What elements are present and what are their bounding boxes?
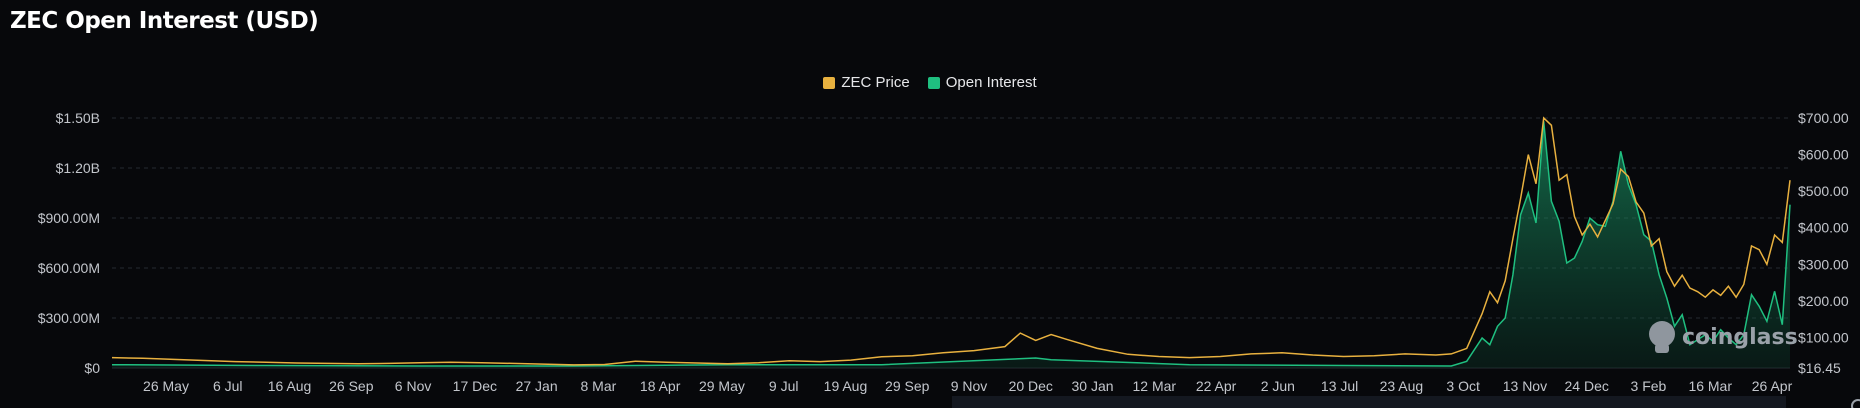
- x-tick-label: 16 Aug: [268, 378, 312, 394]
- zec-price-line: [111, 116, 1791, 366]
- left-tick-label: $900.00M: [38, 210, 100, 226]
- watermark-text: coinglass: [1682, 325, 1798, 350]
- x-axis: 26 May 6 Jul 16 Aug 26 Sep 6 Nov 17 Dec 27 Jan…: [143, 378, 1793, 394]
- x-tick-label: 16 Mar: [1688, 378, 1732, 394]
- x-tick-label: 9 Jul: [769, 378, 799, 394]
- x-tick-label: 20 Dec: [1009, 378, 1053, 394]
- x-tick-label: 22 Apr: [1196, 378, 1237, 394]
- x-tick-label: 27 Jan: [516, 378, 558, 394]
- page-title: ZEC Open Interest (USD): [10, 8, 319, 34]
- x-tick-label: 6 Nov: [395, 378, 432, 394]
- x-tick-label: 3 Oct: [1446, 378, 1480, 394]
- x-tick-label: 6 Jul: [213, 378, 243, 394]
- x-tick-label: 2 Jun: [1261, 378, 1295, 394]
- right-tick-label: $200.00: [1798, 293, 1849, 309]
- x-tick-label: 17 Dec: [453, 378, 497, 394]
- right-tick-label: $300.00: [1798, 256, 1849, 272]
- coinglass-logo-icon: [1649, 321, 1675, 353]
- right-tick-label: $16.45: [1798, 360, 1841, 376]
- x-tick-label: 29 May: [699, 378, 745, 394]
- x-tick-label: 29 Sep: [885, 378, 930, 394]
- left-tick-label: $300.00M: [38, 310, 100, 326]
- right-tick-label: $100.00: [1798, 329, 1849, 345]
- x-tick-label: 24 Dec: [1565, 378, 1609, 394]
- right-y-axis: $16.45 $100.00 $200.00 $300.00 $400.00 $500.0…: [1798, 110, 1849, 376]
- open-interest-swatch: [927, 76, 940, 89]
- x-tick-label: 26 May: [143, 378, 189, 394]
- x-tick-label: 12 Mar: [1133, 378, 1177, 394]
- right-tick-label: $500.00: [1798, 183, 1849, 199]
- x-tick-label: 23 Aug: [1380, 378, 1424, 394]
- x-tick-label: 8 Mar: [580, 378, 616, 394]
- legend-item-open-interest[interactable]: Open Interest: [927, 74, 1037, 91]
- left-tick-label: $600.00M: [38, 260, 100, 276]
- x-tick-label: 26 Sep: [329, 378, 374, 394]
- series-layer: [111, 116, 1791, 368]
- coinglass-watermark: coinglass: [1649, 321, 1798, 353]
- x-tick-label: 9 Nov: [951, 378, 988, 394]
- left-tick-label: $1.50B: [56, 110, 100, 126]
- x-tick-label: 19 Aug: [824, 378, 868, 394]
- legend-item-price[interactable]: ZEC Price: [823, 74, 910, 91]
- x-tick-label: 30 Jan: [1072, 378, 1114, 394]
- x-tick-label: 13 Jul: [1321, 378, 1358, 394]
- left-y-axis: $0 $300.00M $600.00M $900.00M $1.20B $1.50B: [38, 110, 100, 376]
- x-tick-label: 3 Feb: [1631, 378, 1667, 394]
- x-tick-label: 26 Apr: [1752, 378, 1793, 394]
- settings-gear-icon[interactable]: [1848, 396, 1860, 408]
- legend-price-label: ZEC Price: [841, 74, 910, 91]
- price-swatch: [823, 76, 836, 89]
- right-tick-label: $700.00: [1798, 110, 1849, 126]
- right-tick-label: $600.00: [1798, 147, 1849, 163]
- range-scrollbar[interactable]: [952, 396, 1786, 408]
- open-interest-area: [112, 121, 1790, 368]
- chart-legend: ZEC Price Open Interest: [0, 74, 1860, 91]
- left-tick-label: $1.20B: [56, 160, 100, 176]
- open-interest-line: [111, 121, 1791, 367]
- x-tick-label: 13 Nov: [1503, 378, 1547, 394]
- left-tick-label: $0: [84, 360, 100, 376]
- right-tick-label: $400.00: [1798, 220, 1849, 236]
- legend-oi-label: Open Interest: [945, 74, 1037, 91]
- x-tick-label: 18 Apr: [640, 378, 681, 394]
